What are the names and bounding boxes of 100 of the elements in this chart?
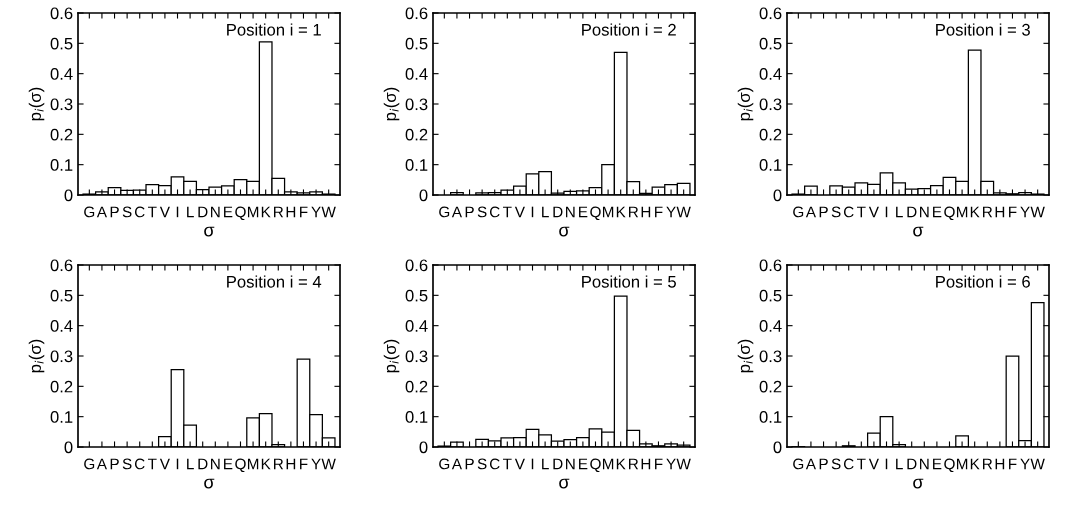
x-tick-label: V <box>868 206 879 218</box>
annotation: Position i = 2 <box>582 23 676 36</box>
x-tick-label: F <box>655 206 663 218</box>
x-tick-label: Y <box>311 206 321 218</box>
x-tick-label: E <box>579 206 588 218</box>
y-tick-label: 0.3 <box>405 350 428 363</box>
x-axis-title: σ <box>913 226 924 237</box>
x-axis-title: σ <box>204 226 215 237</box>
x-tick-label: T <box>857 206 866 218</box>
x-tick-label: E <box>933 206 942 218</box>
x-tick-label: R <box>629 458 639 470</box>
x-axis-title: σ <box>559 226 570 237</box>
x-tick-label: W <box>321 206 336 218</box>
x-tick-label: G <box>439 206 450 218</box>
y-tick-label: 0.2 <box>759 128 782 141</box>
y-axis-title: p$_{i}$(σ) <box>383 339 400 373</box>
x-tick-label: V <box>159 206 170 218</box>
x-tick-label: K <box>970 458 980 470</box>
x-tick-label: R <box>983 206 993 218</box>
x-tick-label: I <box>531 206 534 218</box>
x-axis-title: σ <box>204 478 215 489</box>
x-tick-label: H <box>995 458 1005 470</box>
y-tick-label: 0.1 <box>759 159 782 171</box>
y-tick-label: 0.5 <box>759 37 782 50</box>
x-tick-label: M <box>602 206 614 218</box>
x-tick-label: C <box>134 458 145 470</box>
y-tick-label: 0 <box>419 441 428 454</box>
x-tick-label: E <box>224 458 233 470</box>
x-tick-label: E <box>579 458 588 470</box>
x-tick-label: I <box>176 458 179 470</box>
y-tick-label: 0.1 <box>759 411 782 423</box>
y-tick-label: 0.4 <box>405 68 428 80</box>
x-tick-label: D <box>907 206 917 218</box>
x-tick-label: T <box>503 458 512 470</box>
x-tick-label: W <box>321 458 336 470</box>
x-tick-label: S <box>477 206 487 218</box>
x-tick-label: I <box>176 206 179 218</box>
x-tick-label: L <box>542 458 549 470</box>
x-tick-label: G <box>439 458 450 470</box>
y-tick-label: 0.5 <box>50 37 73 50</box>
x-tick-label: E <box>933 458 942 470</box>
x-tick-label: N <box>211 458 220 470</box>
y-tick-label: 0.5 <box>759 289 782 302</box>
x-tick-label: M <box>602 458 614 470</box>
y-tick-label: 0.3 <box>759 98 782 111</box>
x-tick-label: T <box>148 206 157 218</box>
y-tick-label: 0.6 <box>50 259 73 272</box>
x-tick-label: H <box>641 206 651 218</box>
y-axis-title: p$_{i}$(σ) <box>383 87 400 121</box>
y-tick-label: 0.4 <box>50 320 73 332</box>
annotation: Position i = 4 <box>227 275 322 288</box>
x-tick-label: S <box>122 458 132 470</box>
x-tick-label: Y <box>666 206 676 218</box>
x-tick-label: G <box>793 458 804 470</box>
x-axis-title: σ <box>559 478 570 489</box>
x-tick-label: H <box>995 206 1005 218</box>
y-tick-label: 0.3 <box>50 98 73 111</box>
y-tick-label: 0.6 <box>759 7 782 20</box>
x-tick-label: Q <box>235 206 246 221</box>
y-tick-label: 0.2 <box>50 128 73 141</box>
x-tick-label: P <box>465 206 474 218</box>
x-tick-label: D <box>198 458 208 470</box>
y-tick-label: 0 <box>419 189 428 202</box>
x-tick-label: H <box>286 206 296 218</box>
x-tick-label: V <box>868 458 879 470</box>
x-tick-label: H <box>286 458 296 470</box>
x-tick-label: M <box>956 206 968 218</box>
x-tick-label: L <box>187 458 194 470</box>
x-tick-label: C <box>843 206 854 218</box>
x-tick-label: D <box>907 458 917 470</box>
y-tick-label: 0.1 <box>50 159 73 171</box>
x-tick-label: S <box>122 206 132 218</box>
x-tick-label: Y <box>311 458 321 470</box>
x-tick-label: Q <box>590 458 601 473</box>
y-tick-label: 0.2 <box>50 380 73 393</box>
x-tick-label: C <box>489 458 500 470</box>
x-tick-label: Y <box>666 458 676 470</box>
y-tick-label: 0.3 <box>405 98 428 111</box>
x-tick-label: L <box>896 458 903 470</box>
x-tick-label: K <box>970 206 980 218</box>
x-tick-label: E <box>224 206 233 218</box>
y-axis-title: p$_{i}$(σ) <box>737 339 754 373</box>
y-tick-label: 0.2 <box>759 380 782 393</box>
x-tick-label: A <box>805 206 816 218</box>
x-tick-label: K <box>261 206 271 218</box>
x-tick-label: A <box>96 458 107 470</box>
x-tick-label: F <box>1009 458 1017 470</box>
x-tick-label: A <box>96 206 107 218</box>
annotation: Position i = 3 <box>936 23 1030 36</box>
y-tick-label: 0.1 <box>405 159 428 171</box>
x-tick-label: P <box>110 458 119 470</box>
x-tick-label: R <box>274 206 284 218</box>
x-tick-label: C <box>134 206 145 218</box>
x-tick-label: R <box>983 458 993 470</box>
x-tick-label: I <box>531 458 534 470</box>
x-tick-label: K <box>616 458 626 470</box>
x-tick-label: M <box>247 206 259 218</box>
y-tick-label: 0.6 <box>405 259 428 272</box>
x-tick-label: G <box>84 206 95 218</box>
x-tick-label: Q <box>590 206 601 221</box>
